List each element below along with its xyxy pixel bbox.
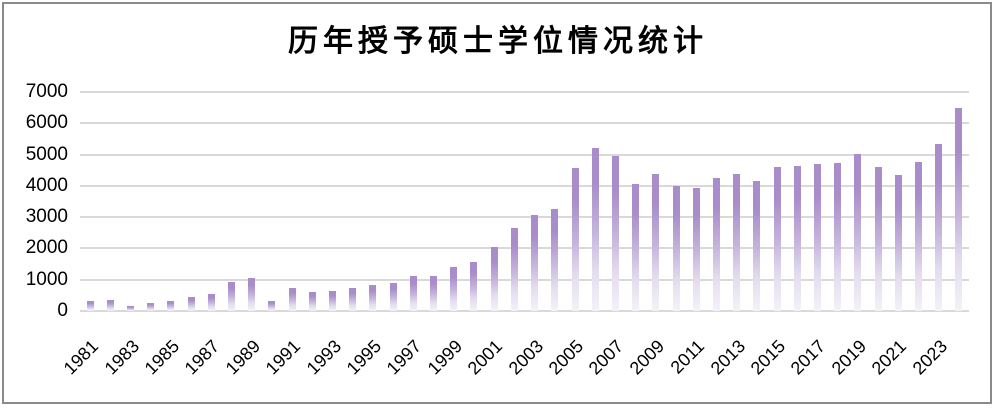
- bar-1984: [147, 303, 155, 311]
- y-tick-label: 7000: [25, 81, 68, 102]
- gridline-7000: [80, 91, 969, 93]
- gridline-3000: [80, 216, 969, 219]
- bar-2008: [632, 183, 640, 311]
- bar-1996: [389, 282, 397, 311]
- y-tick-label: 2000: [25, 237, 68, 259]
- bar-2017: [813, 163, 821, 311]
- bar-1998: [430, 275, 438, 311]
- bar-1997: [409, 276, 417, 311]
- bar-1987: [207, 294, 215, 311]
- gridline-4000: [80, 184, 969, 187]
- bar-2007: [611, 155, 619, 311]
- bar-2011: [692, 188, 700, 311]
- bar-1990: [268, 301, 276, 311]
- bar-2020: [874, 167, 882, 311]
- bar-1988: [228, 281, 236, 311]
- chart-title: 历年授予硕士学位情况统计: [288, 25, 708, 58]
- gridline-2000: [80, 247, 969, 250]
- bar-2009: [652, 173, 660, 311]
- bar-2014: [753, 181, 761, 311]
- bar-1983: [127, 306, 134, 311]
- bar-2005: [571, 168, 579, 311]
- bar-2018: [834, 162, 842, 311]
- bar-2000: [470, 261, 478, 311]
- bar-2002: [510, 227, 518, 311]
- bar-1994: [349, 287, 357, 311]
- bar-1985: [167, 301, 175, 311]
- bar-1995: [369, 285, 377, 311]
- bar-2021: [894, 175, 902, 311]
- y-tick-label: 0: [57, 300, 68, 321]
- bar-2022: [914, 162, 922, 311]
- bar-2023: [935, 143, 943, 311]
- bar-2001: [490, 246, 498, 311]
- y-tick-label: 1000: [25, 268, 68, 290]
- bar-1992: [308, 292, 316, 311]
- gridline-1000: [80, 278, 969, 281]
- bar-2010: [672, 185, 680, 311]
- bar-2004: [551, 209, 559, 311]
- y-tick-label: 3000: [25, 206, 68, 228]
- bar-2013: [733, 173, 741, 311]
- bar-2019: [854, 153, 862, 311]
- gridline-6000: [80, 122, 969, 125]
- bar-2016: [793, 165, 801, 311]
- bar-1999: [450, 266, 458, 311]
- bar-1993: [329, 290, 337, 311]
- bar-1991: [288, 288, 296, 311]
- bar-1989: [248, 277, 256, 311]
- gridline-0: [80, 310, 969, 312]
- bar-2024: [955, 108, 963, 311]
- bar-2006: [591, 147, 599, 311]
- bar-2015: [773, 167, 781, 311]
- y-tick-label: 4000: [25, 174, 68, 196]
- y-tick-label: 5000: [25, 143, 68, 165]
- bar-1982: [106, 300, 114, 311]
- bar-1981: [86, 301, 94, 311]
- bar-1986: [187, 296, 195, 311]
- y-tick-label: 6000: [25, 112, 68, 134]
- bar-2003: [531, 215, 539, 311]
- gridline-5000: [80, 153, 969, 156]
- bar-2012: [712, 178, 720, 311]
